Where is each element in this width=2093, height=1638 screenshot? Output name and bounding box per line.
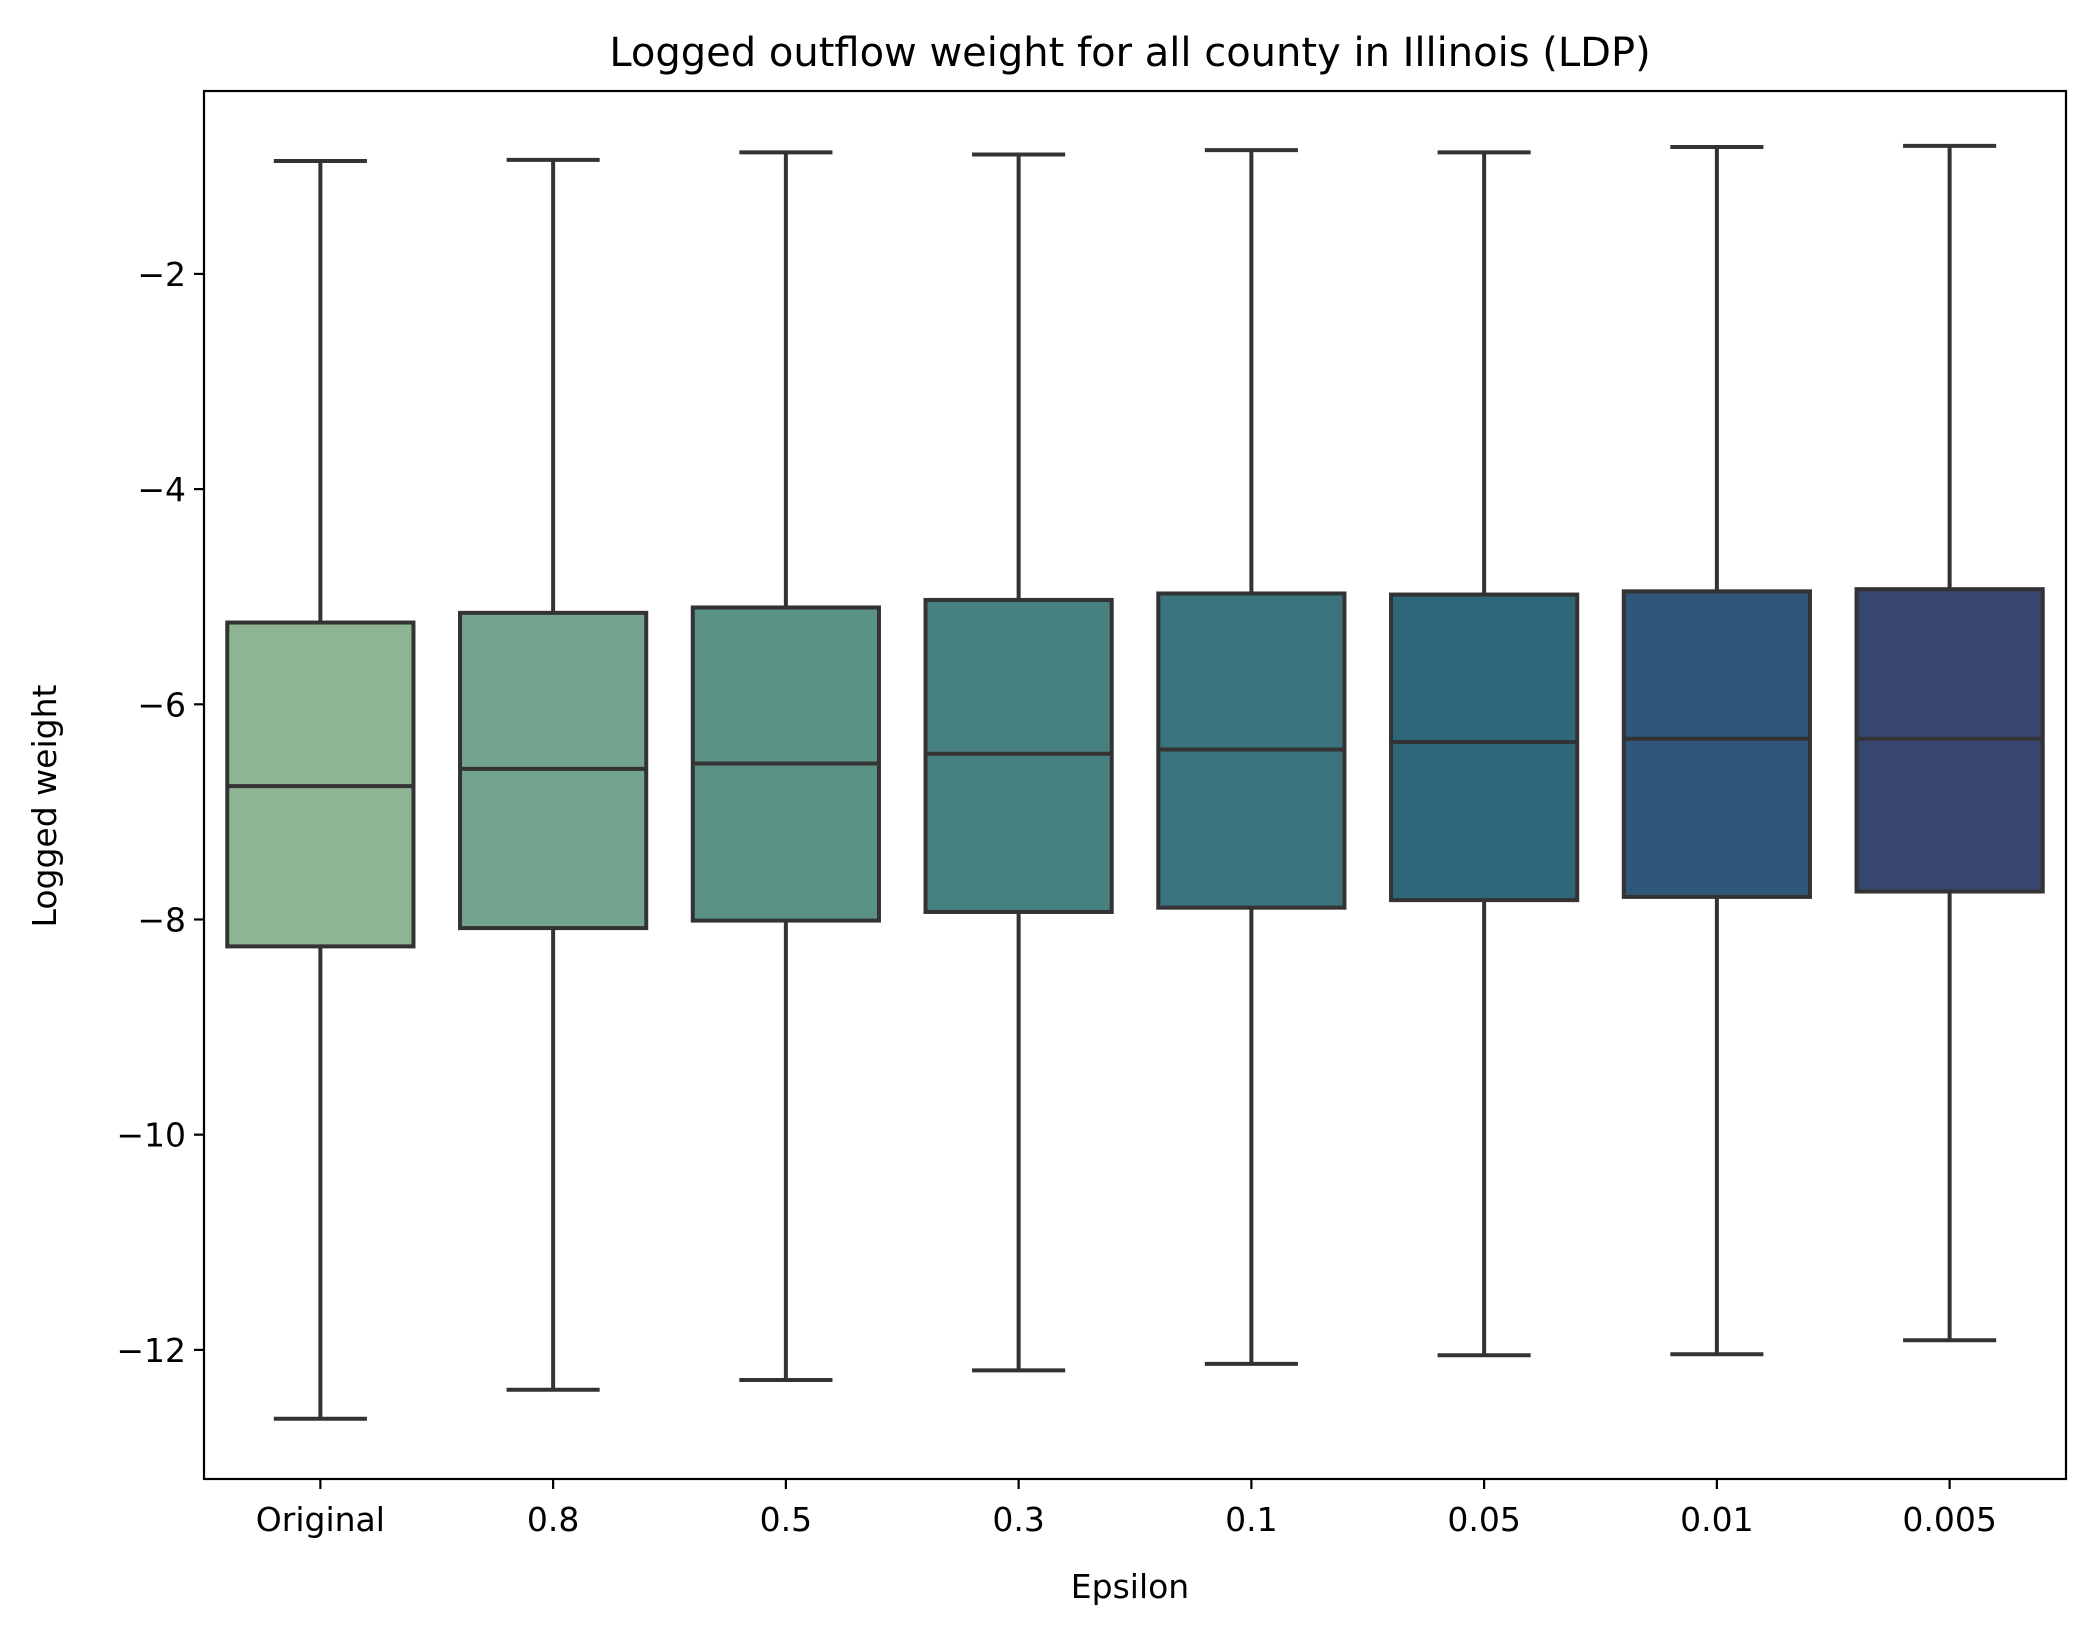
- box-group-7: [1854, 143, 2045, 1343]
- x-tick-label: 0.01: [1680, 1500, 1753, 1539]
- box: [1389, 592, 1580, 903]
- box: [923, 597, 1114, 914]
- x-tick-label: 0.005: [1902, 1500, 1996, 1539]
- box: [1621, 589, 1812, 899]
- box-group-4: [1156, 148, 1347, 1366]
- x-tick-label: 0.5: [760, 1500, 812, 1539]
- y-tick-label: −10: [116, 1116, 186, 1155]
- box-group-1: [458, 157, 649, 1392]
- x-tick-label: 0.3: [992, 1500, 1044, 1539]
- y-tick-label: −4: [137, 470, 186, 509]
- box-group-5: [1389, 150, 1580, 1358]
- x-tick-label: 0.1: [1225, 1500, 1277, 1539]
- y-axis-title: Logged weight: [25, 685, 64, 928]
- box-group-6: [1621, 144, 1812, 1357]
- y-tick-label: −6: [137, 685, 186, 724]
- y-tick-label: −2: [137, 255, 186, 294]
- box-group-3: [923, 152, 1114, 1373]
- box-group-2: [690, 150, 881, 1383]
- x-tick-label: 0.8: [527, 1500, 579, 1539]
- chart-title: Logged outflow weight for all county in …: [609, 30, 1650, 76]
- plot-frame: [202, 89, 2068, 1481]
- x-tick-label: Original: [256, 1500, 385, 1539]
- y-tick-label: −12: [116, 1331, 186, 1370]
- plot-area: [225, 143, 2045, 1421]
- box-group-0: [225, 158, 416, 1421]
- y-tick-label: −8: [137, 900, 186, 939]
- x-axis-title: Epsilon: [1071, 1567, 1189, 1606]
- x-tick-label: 0.05: [1447, 1500, 1520, 1539]
